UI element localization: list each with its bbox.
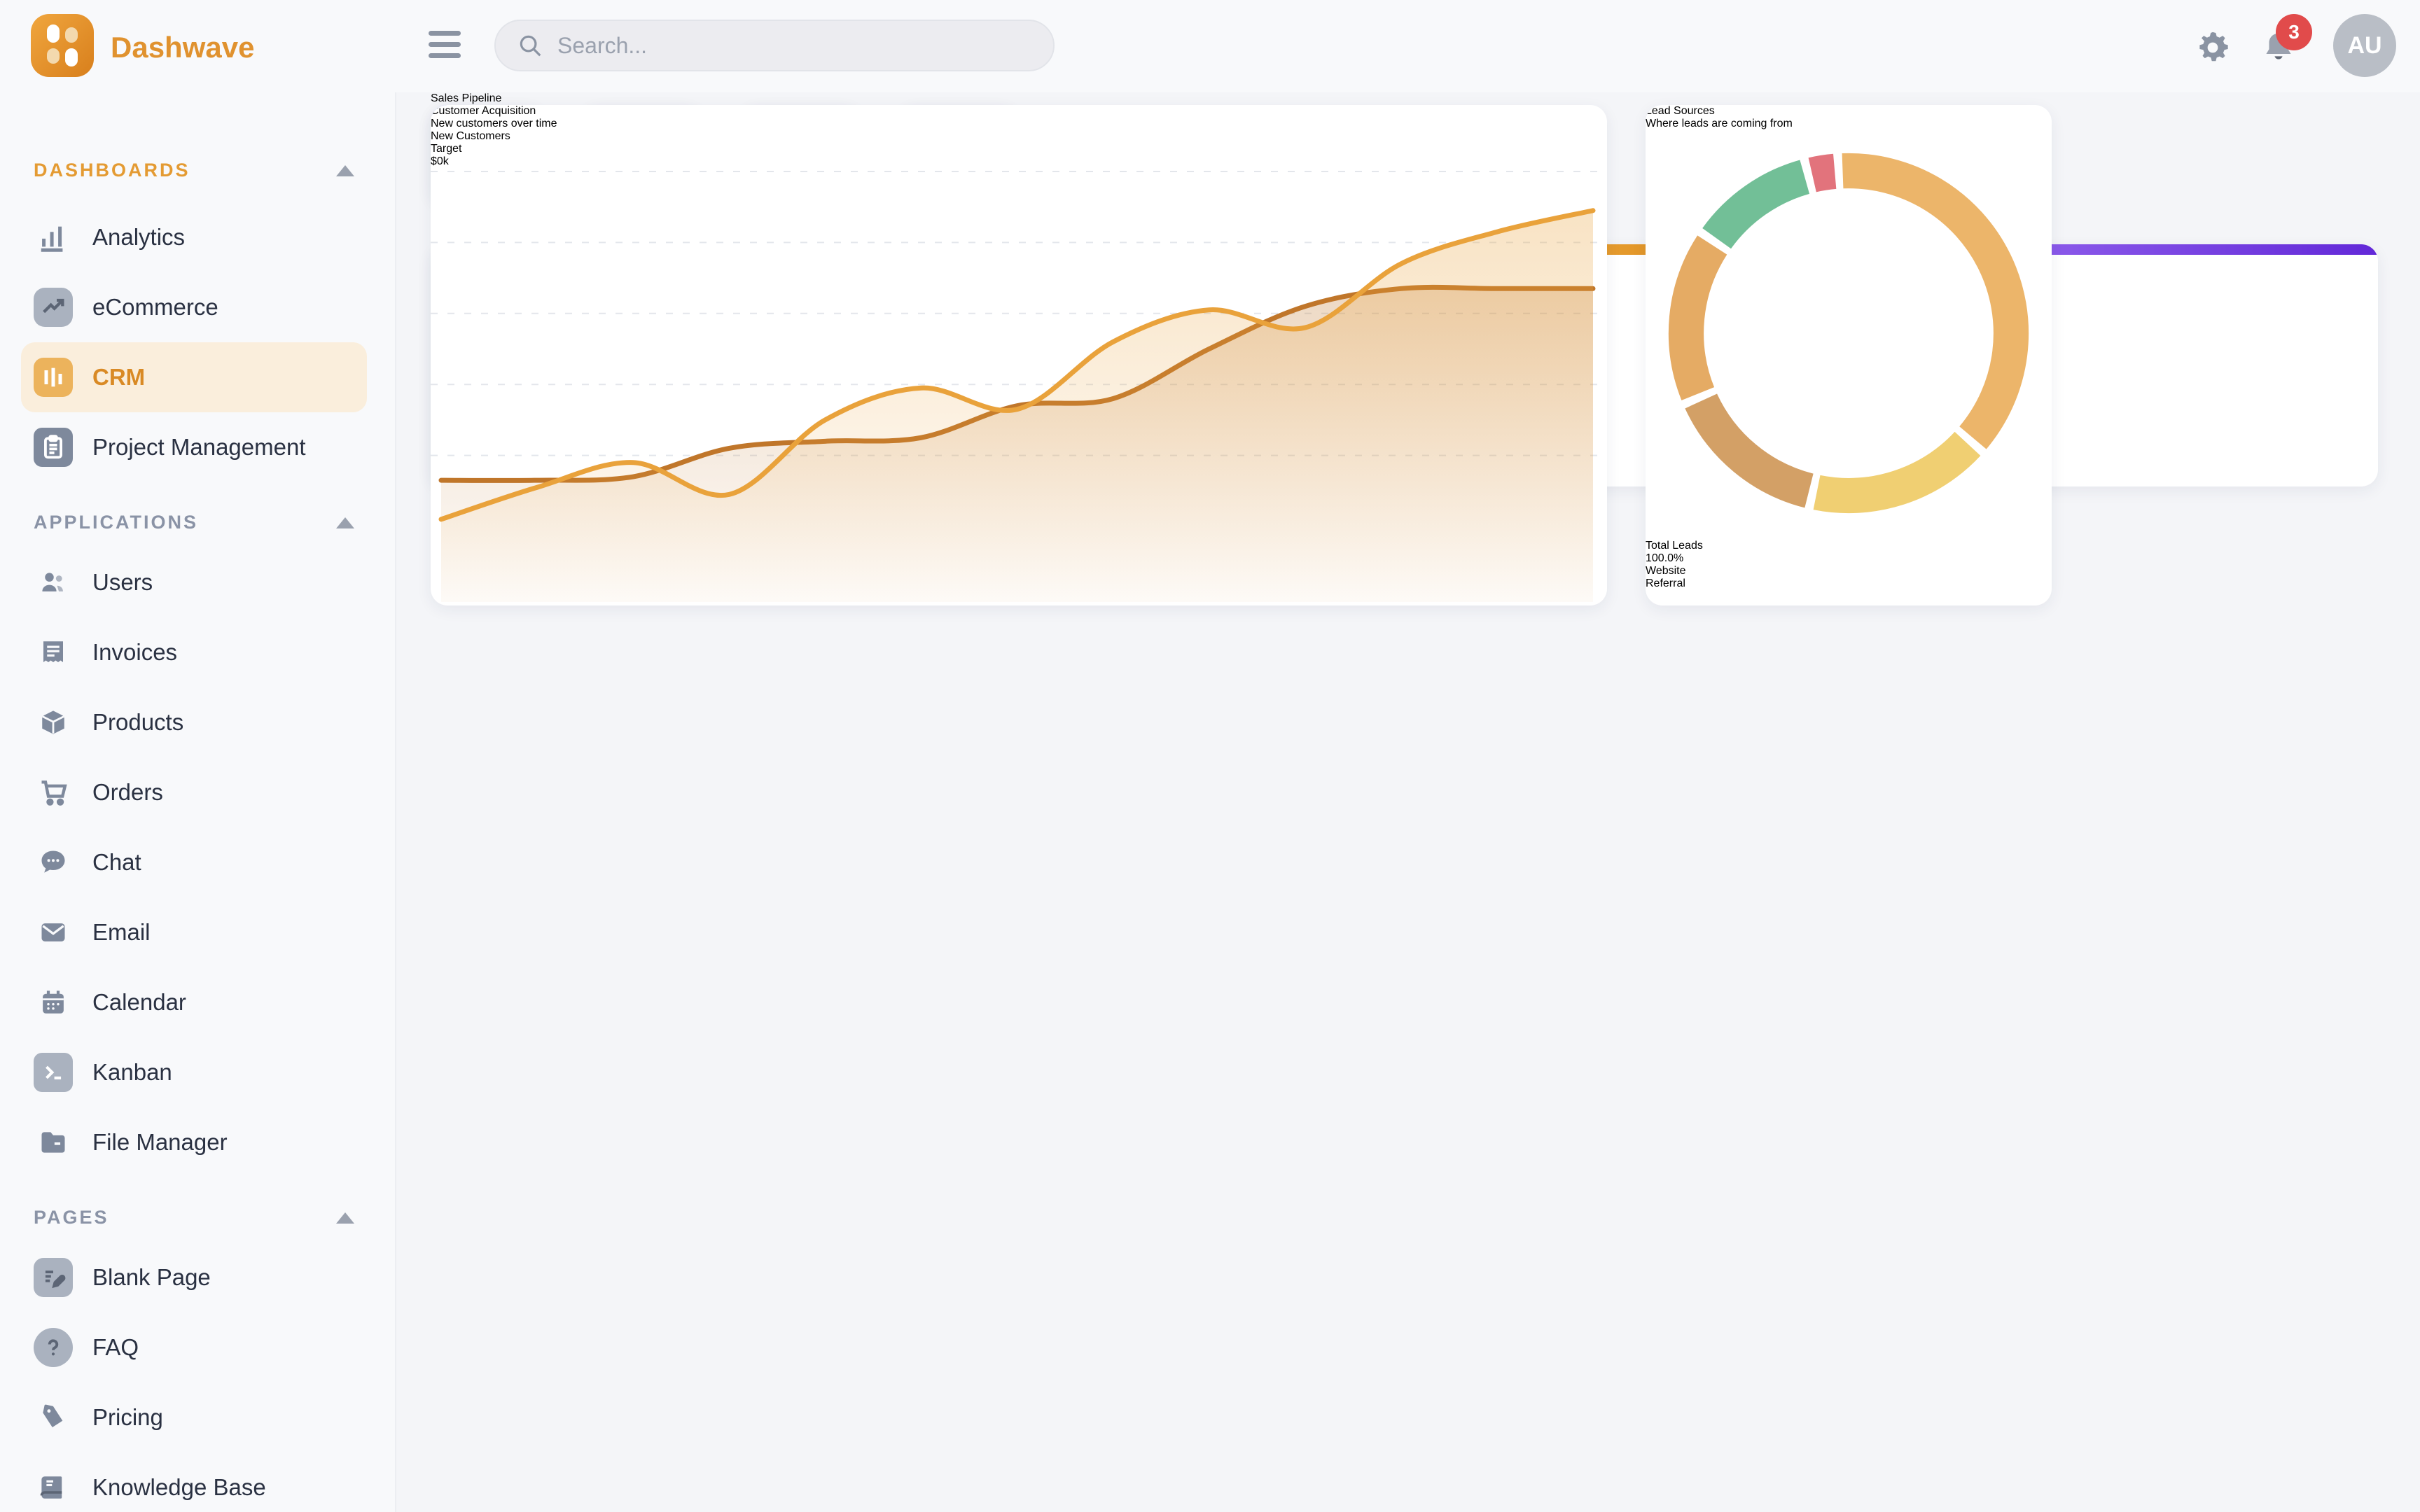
users-icon	[34, 563, 73, 602]
donut-segment[interactable]	[1668, 235, 1727, 400]
legend-item-website[interactable]: Website	[1646, 565, 1686, 577]
sidebar-item-pricing[interactable]: Pricing	[0, 1382, 395, 1452]
sidebar-item-invoices[interactable]: Invoices	[0, 617, 395, 687]
chart-title: Customer Acquisition	[431, 105, 536, 117]
sidebar-item-orders[interactable]: Orders	[0, 757, 395, 827]
invoice-icon	[34, 633, 73, 672]
global-search	[494, 20, 1055, 71]
chat-bubble-icon	[34, 843, 73, 882]
customer-acquisition-card: Customer Acquisition New customers over …	[431, 105, 1607, 606]
collapse-caret-icon[interactable]	[336, 164, 354, 176]
price-tag-icon	[34, 1398, 73, 1437]
sidebar-item-email[interactable]: Email	[0, 897, 395, 967]
donut-center-label: Total Leads 100.0%	[1646, 540, 1703, 564]
legend-new-customers[interactable]: New Customers	[431, 130, 510, 142]
box-icon	[34, 703, 73, 742]
cart-icon	[34, 773, 73, 812]
app-logo[interactable]	[31, 14, 94, 77]
donut-segment[interactable]	[1685, 393, 1814, 508]
main-content: CRM Dashboard Customer relationship mana…	[396, 92, 2420, 1512]
y-axis-tick-label: $0k	[431, 155, 449, 167]
search-icon	[520, 35, 541, 57]
sidebar-section-pages: PAGES	[0, 1207, 395, 1228]
legend-target[interactable]: Target	[431, 143, 462, 155]
search-input[interactable]	[557, 32, 1032, 59]
lead-sources-donut: Total Leads 100.0%	[1646, 130, 2052, 565]
chart-subtitle: New customers over time	[431, 118, 557, 130]
user-avatar[interactable]: AU	[2333, 14, 2396, 77]
sidebar-item-faq[interactable]: FAQ	[0, 1312, 395, 1382]
settings-button[interactable]	[2190, 25, 2235, 70]
notification-badge: 3	[2276, 14, 2312, 50]
donut-segment[interactable]	[1702, 160, 1810, 249]
book-icon	[34, 1468, 73, 1507]
sidebar-item-knowledge-base[interactable]: Knowledge Base	[0, 1452, 395, 1512]
acquisition-line-chart	[431, 171, 1607, 602]
sidebar-toggle-button[interactable]	[429, 31, 465, 62]
sidebar-item-project-management[interactable]: Project Management	[0, 412, 395, 482]
chart-subtitle: Where leads are coming from	[1646, 118, 1793, 130]
sidebar-item-analytics[interactable]: Analytics	[0, 202, 395, 272]
logo-dots-icon	[47, 24, 78, 66]
sidebar-section-dashboards: DASHBOARDS	[0, 160, 395, 181]
sidebar-item-calendar[interactable]: Calendar	[0, 967, 395, 1037]
sidebar-item-products[interactable]: Products	[0, 687, 395, 757]
question-icon	[34, 1328, 73, 1367]
sidebar-item-blank-page[interactable]: Blank Page	[0, 1242, 395, 1312]
legend-item-referral[interactable]: Referral	[1646, 578, 1685, 589]
top-header: Dashwave 3 AU	[0, 0, 2420, 92]
trend-icon	[34, 288, 73, 327]
donut-segment[interactable]	[1813, 431, 1981, 514]
lead-sources-card: Lead Sources Where leads are coming from…	[1646, 105, 2052, 606]
calendar-icon	[34, 983, 73, 1022]
folder-icon	[34, 1123, 73, 1162]
chart-legend: New Customers Target	[431, 130, 1607, 155]
donut-segment[interactable]	[1808, 153, 1837, 192]
chart-title: Lead Sources	[1646, 105, 1715, 117]
collapse-caret-icon[interactable]	[336, 517, 354, 528]
charts-row: Customer Acquisition New customers over …	[431, 105, 2052, 606]
sidebar-item-chat[interactable]: Chat	[0, 827, 395, 897]
terminal-icon	[34, 1053, 73, 1092]
bar-chart-icon	[34, 218, 73, 257]
sidebar-item-file-manager[interactable]: File Manager	[0, 1107, 395, 1177]
sidebar-item-ecommerce[interactable]: eCommerce	[0, 272, 395, 342]
page-edit-icon	[34, 1258, 73, 1297]
donut-segment[interactable]	[1842, 153, 2029, 449]
lead-sources-legend: Website Referral	[1646, 565, 2052, 590]
donut-chart	[1668, 153, 2029, 514]
sidebar-item-users[interactable]: Users	[0, 547, 395, 617]
gear-icon	[2199, 31, 2228, 62]
notifications-button[interactable]: 3	[2256, 14, 2312, 70]
sidebar-section-applications: APPLICATIONS	[0, 512, 395, 533]
collapse-caret-icon[interactable]	[336, 1212, 354, 1224]
sales-pipeline-title: Sales Pipeline	[431, 92, 502, 104]
app-name: Dashwave	[111, 31, 255, 64]
sidebar-item-kanban[interactable]: Kanban	[0, 1037, 395, 1107]
clipboard-icon	[34, 428, 73, 467]
sidebar-item-crm[interactable]: CRM	[21, 342, 367, 412]
sidebar: DASHBOARDS Analytics eCommerce CRM Proje…	[0, 92, 396, 1512]
crm-bars-icon	[34, 358, 73, 397]
mail-icon	[34, 913, 73, 952]
